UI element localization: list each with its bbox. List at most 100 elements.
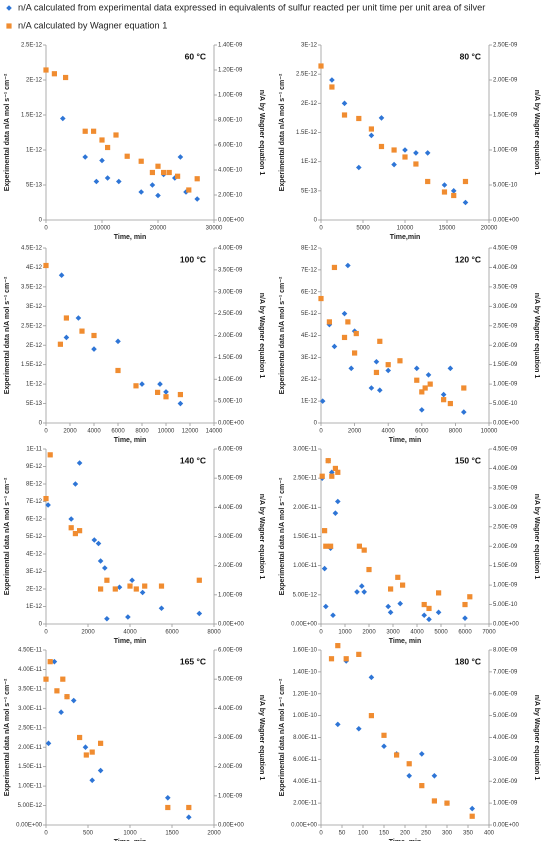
y-tick-label: 1.00E-10 xyxy=(293,713,318,719)
data-point xyxy=(115,367,121,374)
x-tick-label: 350 xyxy=(463,831,474,837)
y-tick-label: 1.00E-11 xyxy=(18,784,43,790)
data-point xyxy=(98,586,104,592)
data-point xyxy=(462,199,469,206)
data-point xyxy=(421,601,427,608)
y-tick-label: 2E-12 xyxy=(26,587,43,593)
data-point xyxy=(149,169,155,176)
data-point xyxy=(402,154,408,160)
x-tick-label: 10000 xyxy=(94,226,111,232)
y-tick-label: 6E-12 xyxy=(301,289,318,295)
y-axis-label: Experimental data n/A mol s⁻¹ cm⁻² xyxy=(279,276,286,394)
data-point xyxy=(138,189,144,195)
data-point xyxy=(426,605,432,612)
data-point xyxy=(329,77,335,83)
y-tick-label: 6E-12 xyxy=(26,517,43,523)
data-point xyxy=(440,391,447,398)
data-point xyxy=(356,651,362,657)
x-tick-label: 0 xyxy=(44,226,48,232)
data-point xyxy=(318,63,324,69)
x-axis-label: Time, min xyxy=(114,437,147,444)
y2-tick-label: 5.00E-10 xyxy=(493,602,518,608)
x-axis-label: Time, min xyxy=(389,437,422,444)
y2-tick-label: 3.50E-09 xyxy=(493,485,518,491)
data-point xyxy=(400,582,406,588)
data-point xyxy=(450,188,457,194)
y-tick-label: 0.00E+00 xyxy=(16,823,43,829)
data-point xyxy=(345,319,351,325)
y2-tick-label: 3.00E-09 xyxy=(493,505,518,511)
y-tick-label: 0.00E+00 xyxy=(291,823,318,829)
x-tick-label: 2000 xyxy=(207,831,221,837)
y-tick-label: 5.00E-12 xyxy=(293,592,318,598)
y-tick-label: 2.5E-12 xyxy=(296,72,318,78)
y2-tick-label: 3.00E-09 xyxy=(218,735,243,741)
data-point xyxy=(406,761,412,767)
data-point xyxy=(353,330,359,337)
y2-tick-label: 4.50E-09 xyxy=(493,246,518,252)
y2-tick-label: 4.00E-10 xyxy=(218,168,243,174)
data-point xyxy=(441,397,447,403)
data-point xyxy=(368,674,375,681)
y-tick-label: 2E-12 xyxy=(26,78,43,84)
data-point xyxy=(89,749,95,755)
data-point xyxy=(388,586,394,592)
data-point xyxy=(352,350,358,356)
y2-tick-label: 3.00E-09 xyxy=(493,304,518,310)
data-point xyxy=(116,584,123,591)
data-point xyxy=(58,709,64,716)
data-point xyxy=(91,128,97,134)
data-point xyxy=(82,154,88,160)
data-point xyxy=(166,169,172,176)
panel-title: 140 °C xyxy=(180,455,206,465)
data-point xyxy=(469,805,475,812)
y-tick-label: 7E-12 xyxy=(26,499,43,505)
data-point xyxy=(467,594,473,600)
data-point xyxy=(68,516,74,522)
legend-label: n/A calculated by Wagner equation 1 xyxy=(18,20,167,30)
y-tick-label: 2E-12 xyxy=(26,343,43,349)
data-point xyxy=(91,346,97,352)
y-axis-label: Experimental data n/A mol s⁻¹ cm⁻² xyxy=(4,276,11,394)
data-point xyxy=(431,798,437,804)
data-point xyxy=(441,189,448,195)
data-point xyxy=(177,391,183,398)
data-point xyxy=(319,398,326,404)
data-point xyxy=(104,175,111,181)
data-point xyxy=(98,740,104,746)
data-point xyxy=(163,394,169,400)
data-point xyxy=(177,400,184,407)
data-point xyxy=(163,389,169,395)
y-tick-label: 8.00E-11 xyxy=(293,735,318,741)
data-point xyxy=(196,577,202,583)
data-point xyxy=(165,794,171,801)
x-axis-label: Time,min xyxy=(390,234,421,241)
data-point xyxy=(63,334,70,341)
data-point xyxy=(451,192,457,199)
y-tick-label: 0 xyxy=(39,421,43,427)
data-point xyxy=(377,338,383,344)
y2-tick-label: 3.00E-09 xyxy=(218,534,243,540)
y2-tick-label: 1.00E-09 xyxy=(218,93,243,99)
data-point xyxy=(97,767,104,774)
data-point xyxy=(142,583,148,589)
y2-tick-label: 3.50E-09 xyxy=(493,284,518,290)
y-tick-label: 1.50E-11 xyxy=(293,534,318,540)
y2-tick-label: 4.50E-09 xyxy=(493,447,518,453)
x-tick-label: 14000 xyxy=(206,429,223,435)
data-point xyxy=(329,473,335,479)
y2-tick-label: 5.00E-10 xyxy=(493,401,518,407)
data-point xyxy=(385,603,391,610)
panel-title: 60 °C xyxy=(185,51,206,61)
y2-tick-label: 6.00E-09 xyxy=(493,691,518,697)
data-point xyxy=(45,502,51,508)
data-point xyxy=(328,543,334,549)
data-point xyxy=(89,777,95,784)
data-point xyxy=(321,565,328,572)
y2-tick-label: 1.50E-09 xyxy=(493,113,518,119)
y-tick-label: 3.50E-11 xyxy=(18,686,43,692)
y2-tick-label: 7.00E-09 xyxy=(493,669,518,675)
data-point xyxy=(129,577,135,584)
data-point xyxy=(76,460,83,466)
y-tick-label: 5E-13 xyxy=(26,401,43,407)
